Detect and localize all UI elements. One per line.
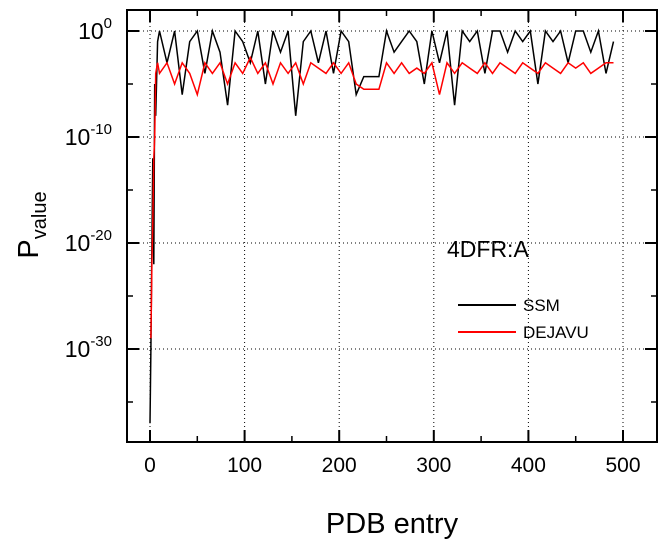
legend: SSM DEJAVU (458, 296, 589, 342)
y-tick-label: 100 (78, 15, 112, 44)
axis-ticks (127, 10, 657, 442)
x-tick-labels: 0 100 200 300 400 500 (144, 454, 640, 477)
x-tick-label: 500 (605, 454, 640, 477)
x-tick-label: 300 (416, 454, 451, 477)
series-line-ssm (149, 28, 615, 424)
y-tick-label: 10-10 (65, 121, 112, 150)
x-tick-label: 100 (227, 454, 262, 477)
legend-label-ssm: SSM (523, 296, 560, 315)
x-tick-label: 0 (144, 454, 156, 477)
plot-lines (149, 28, 615, 424)
x-tick-label: 200 (322, 454, 357, 477)
y-tick-label: 10-20 (65, 227, 112, 256)
plot-frame (126, 9, 658, 443)
y-tick-label: 10-30 (65, 333, 112, 362)
series-line-dejavu (150, 55, 614, 339)
y-axis-label: Pvalue (13, 191, 51, 258)
x-tick-label: 400 (511, 454, 546, 477)
y-tick-labels: 100 10-10 10-20 10-30 (65, 15, 112, 362)
legend-label-dejavu: DEJAVU (523, 323, 589, 342)
x-axis-label: PDB entry (326, 508, 459, 540)
grid-lines (127, 10, 657, 442)
chart-annotation: 4DFR:A (447, 236, 529, 262)
